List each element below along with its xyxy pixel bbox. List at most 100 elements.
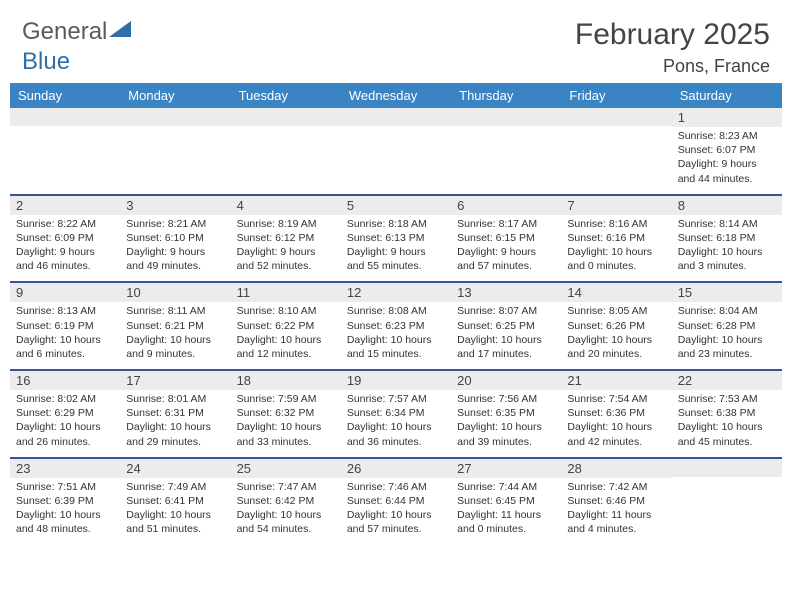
day-detail-line: Daylight: 10 hours — [237, 333, 335, 347]
weekday-header-cell: Thursday — [451, 83, 561, 108]
day-number: 3 — [120, 196, 230, 215]
day-cell: 2 Sunrise: 8:22 AMSunset: 6:09 PMDaylight… — [10, 196, 120, 282]
day-number: 10 — [120, 283, 230, 302]
day-details: Sunrise: 7:57 AMSunset: 6:34 PMDaylight:… — [347, 392, 445, 449]
day-detail-line: Sunrise: 8:19 AM — [237, 217, 335, 231]
day-cell: 1 Sunrise: 8:23 AMSunset: 6:07 PMDaylight… — [672, 108, 782, 194]
weekday-header-cell: Tuesday — [231, 83, 341, 108]
day-number: 18 — [231, 371, 341, 390]
day-cell — [672, 459, 782, 545]
weekday-header-cell: Wednesday — [341, 83, 451, 108]
day-cell: 17Sunrise: 8:01 AMSunset: 6:31 PMDayligh… — [120, 371, 230, 457]
day-details: Sunrise: 8:14 AMSunset: 6:18 PMDaylight:… — [678, 217, 776, 274]
day-detail-line: Sunrise: 7:56 AM — [457, 392, 555, 406]
day-number: 26 — [341, 459, 451, 478]
day-detail-line: Sunrise: 7:46 AM — [347, 480, 445, 494]
day-details: Sunrise: 8:10 AMSunset: 6:22 PMDaylight:… — [237, 304, 335, 361]
day-details: Sunrise: 7:44 AMSunset: 6:45 PMDaylight:… — [457, 480, 555, 537]
day-number: 7 — [561, 196, 671, 215]
day-detail-line: and 48 minutes. — [16, 522, 114, 536]
weekday-header-cell: Saturday — [672, 83, 782, 108]
day-detail-line: and 46 minutes. — [16, 259, 114, 273]
day-number: 6 — [451, 196, 561, 215]
day-number: 2 — [10, 196, 120, 215]
day-cell: 8Sunrise: 8:14 AMSunset: 6:18 PMDaylight… — [672, 196, 782, 282]
day-detail-line: Sunset: 6:07 PM — [678, 143, 776, 157]
day-detail-line: and 17 minutes. — [457, 347, 555, 361]
day-detail-line: and 36 minutes. — [347, 435, 445, 449]
day-detail-line: Sunset: 6:10 PM — [126, 231, 224, 245]
day-detail-line: Daylight: 9 hours — [347, 245, 445, 259]
day-detail-line: Daylight: 10 hours — [16, 508, 114, 522]
day-number: 1 — [672, 108, 782, 127]
day-detail-line: Sunrise: 8:07 AM — [457, 304, 555, 318]
day-detail-line: Sunset: 6:36 PM — [567, 406, 665, 420]
week-row: 1 Sunrise: 8:23 AMSunset: 6:07 PMDaylight… — [10, 108, 782, 196]
day-detail-line: Daylight: 10 hours — [347, 508, 445, 522]
day-detail-line: Sunset: 6:09 PM — [16, 231, 114, 245]
day-detail-line: Sunrise: 8:16 AM — [567, 217, 665, 231]
day-detail-line: Sunrise: 8:02 AM — [16, 392, 114, 406]
day-detail-line: Daylight: 10 hours — [126, 508, 224, 522]
weekday-header-cell: Friday — [561, 83, 671, 108]
day-cell: 14Sunrise: 8:05 AMSunset: 6:26 PMDayligh… — [561, 283, 671, 369]
day-detail-line: Sunrise: 7:42 AM — [567, 480, 665, 494]
logo: General — [22, 18, 133, 46]
day-details: Sunrise: 8:02 AMSunset: 6:29 PMDaylight:… — [16, 392, 114, 449]
day-detail-line: Sunset: 6:12 PM — [237, 231, 335, 245]
day-detail-line: Sunrise: 7:54 AM — [567, 392, 665, 406]
day-detail-line: Daylight: 10 hours — [126, 420, 224, 434]
day-detail-line: Daylight: 10 hours — [678, 420, 776, 434]
day-details: Sunrise: 8:11 AMSunset: 6:21 PMDaylight:… — [126, 304, 224, 361]
day-details: Sunrise: 8:23 AMSunset: 6:07 PMDaylight:… — [678, 129, 776, 186]
day-detail-line: Sunset: 6:28 PM — [678, 319, 776, 333]
day-details: Sunrise: 8:18 AMSunset: 6:13 PMDaylight:… — [347, 217, 445, 274]
day-detail-line: and 15 minutes. — [347, 347, 445, 361]
day-detail-line: and 44 minutes. — [678, 172, 776, 186]
day-detail-line: Daylight: 9 hours — [457, 245, 555, 259]
day-cell: 16Sunrise: 8:02 AMSunset: 6:29 PMDayligh… — [10, 371, 120, 457]
day-details: Sunrise: 7:47 AMSunset: 6:42 PMDaylight:… — [237, 480, 335, 537]
day-details: Sunrise: 8:22 AMSunset: 6:09 PMDaylight:… — [16, 217, 114, 274]
day-cell: 10 Sunrise: 8:11 AMSunset: 6:21 PMDayligh… — [120, 283, 230, 369]
day-detail-line: and 0 minutes. — [567, 259, 665, 273]
day-detail-line: and 45 minutes. — [678, 435, 776, 449]
day-cell: 15Sunrise: 8:04 AMSunset: 6:28 PMDayligh… — [672, 283, 782, 369]
day-detail-line: Sunset: 6:21 PM — [126, 319, 224, 333]
day-details: Sunrise: 7:53 AMSunset: 6:38 PMDaylight:… — [678, 392, 776, 449]
day-detail-line: Sunrise: 8:23 AM — [678, 129, 776, 143]
day-detail-line: and 54 minutes. — [237, 522, 335, 536]
day-detail-line: and 26 minutes. — [16, 435, 114, 449]
day-cell: 6Sunrise: 8:17 AMSunset: 6:15 PMDaylight… — [451, 196, 561, 282]
week-row: 2 Sunrise: 8:22 AMSunset: 6:09 PMDaylight… — [10, 196, 782, 284]
day-detail-line: and 20 minutes. — [567, 347, 665, 361]
day-number — [10, 108, 120, 126]
day-detail-line: Sunrise: 8:13 AM — [16, 304, 114, 318]
day-detail-line: Sunset: 6:44 PM — [347, 494, 445, 508]
day-number: 17 — [120, 371, 230, 390]
day-detail-line: Sunset: 6:19 PM — [16, 319, 114, 333]
day-cell: 13Sunrise: 8:07 AMSunset: 6:25 PMDayligh… — [451, 283, 561, 369]
day-details: Sunrise: 7:54 AMSunset: 6:36 PMDaylight:… — [567, 392, 665, 449]
day-number: 5 — [341, 196, 451, 215]
day-cell: 5 Sunrise: 8:18 AMSunset: 6:13 PMDaylight… — [341, 196, 451, 282]
weekday-header-cell: Sunday — [10, 83, 120, 108]
day-detail-line: Daylight: 9 hours — [126, 245, 224, 259]
day-number: 19 — [341, 371, 451, 390]
day-number — [120, 108, 230, 126]
day-detail-line: and 12 minutes. — [237, 347, 335, 361]
day-detail-line: Sunrise: 7:44 AM — [457, 480, 555, 494]
day-detail-line: Sunrise: 7:49 AM — [126, 480, 224, 494]
day-detail-line: Daylight: 10 hours — [237, 508, 335, 522]
day-details: Sunrise: 7:59 AMSunset: 6:32 PMDaylight:… — [237, 392, 335, 449]
day-detail-line: Sunrise: 8:08 AM — [347, 304, 445, 318]
day-details: Sunrise: 8:19 AMSunset: 6:12 PMDaylight:… — [237, 217, 335, 274]
day-detail-line: Sunrise: 8:17 AM — [457, 217, 555, 231]
day-detail-line: Daylight: 10 hours — [567, 420, 665, 434]
day-number: 24 — [120, 459, 230, 478]
day-detail-line: Sunrise: 7:51 AM — [16, 480, 114, 494]
day-details: Sunrise: 8:04 AMSunset: 6:28 PMDaylight:… — [678, 304, 776, 361]
day-detail-line: Sunrise: 8:01 AM — [126, 392, 224, 406]
day-number: 21 — [561, 371, 671, 390]
day-cell: 7Sunrise: 8:16 AMSunset: 6:16 PMDaylight… — [561, 196, 671, 282]
